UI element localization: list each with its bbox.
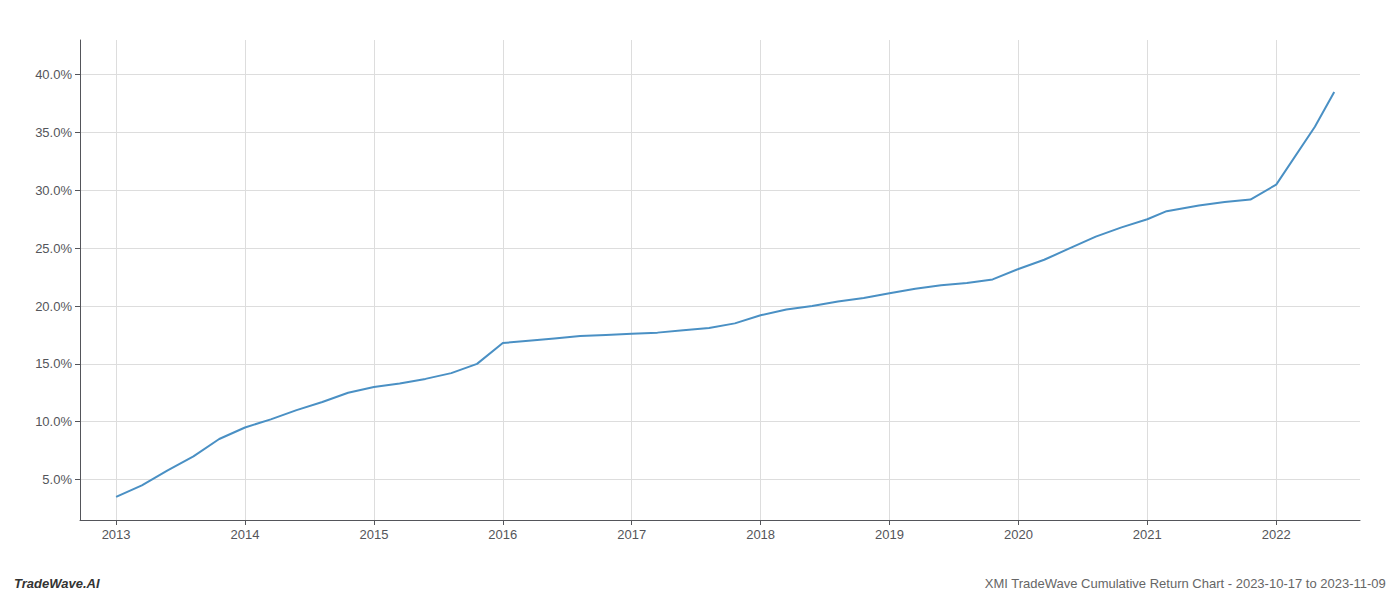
svg-text:40.0%: 40.0%: [35, 67, 72, 82]
svg-text:35.0%: 35.0%: [35, 125, 72, 140]
svg-text:2015: 2015: [359, 527, 388, 542]
svg-text:25.0%: 25.0%: [35, 241, 72, 256]
svg-text:2020: 2020: [1004, 527, 1033, 542]
svg-text:15.0%: 15.0%: [35, 356, 72, 371]
svg-text:5.0%: 5.0%: [42, 472, 72, 487]
svg-text:20.0%: 20.0%: [35, 299, 72, 314]
svg-text:2016: 2016: [488, 527, 517, 542]
svg-text:2022: 2022: [1262, 527, 1291, 542]
svg-text:2017: 2017: [617, 527, 646, 542]
svg-text:10.0%: 10.0%: [35, 414, 72, 429]
svg-text:XMI TradeWave Cumulative Retur: XMI TradeWave Cumulative Return Chart - …: [985, 576, 1386, 591]
svg-text:2019: 2019: [875, 527, 904, 542]
svg-text:2014: 2014: [231, 527, 260, 542]
svg-text:2021: 2021: [1133, 527, 1162, 542]
svg-text:TradeWave.AI: TradeWave.AI: [14, 576, 100, 591]
svg-text:2013: 2013: [102, 527, 131, 542]
svg-text:2018: 2018: [746, 527, 775, 542]
svg-text:30.0%: 30.0%: [35, 183, 72, 198]
